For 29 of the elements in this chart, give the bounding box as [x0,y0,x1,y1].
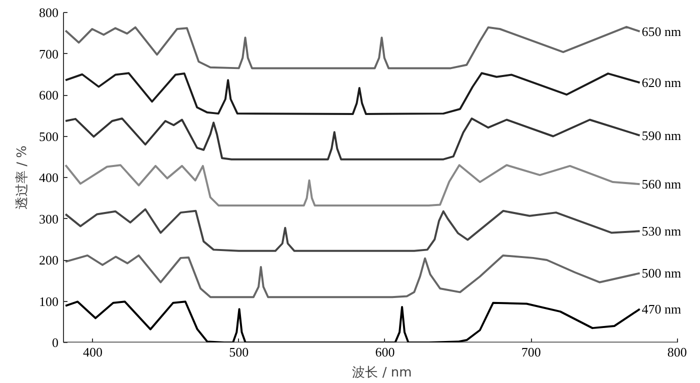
y-tick-label: 600 [39,88,58,102]
y-tick-label: 0 [52,335,58,350]
series-label: 590 nm [642,128,682,143]
line-series [64,208,641,252]
series-label: 620 nm [642,75,682,90]
x-tick-label: 400 [82,344,102,360]
y-tick-label: 200 [39,252,58,268]
series-label: 470 nm [642,302,682,317]
series-label: 500 nm [642,266,682,281]
y-tick-label: 700 [39,46,58,62]
x-axis-title: 波长 / nm [352,366,412,380]
y-tick-label: 500 [39,128,58,144]
x-tick-label: 600 [375,344,395,360]
line-series [64,164,641,207]
series-label: 530 nm [642,224,682,239]
line-series [64,72,641,115]
series-label: 650 nm [642,24,682,39]
x-tick-label: 700 [521,344,541,360]
line-series [64,26,641,70]
y-tick-label: 800 [39,5,58,20]
line-series [64,300,641,342]
y-axis-title: 透过率 / % [14,146,30,210]
y-tick-label: 400 [39,170,58,185]
series-label: 560 nm [642,176,682,192]
x-tick-label: 500 [229,344,249,360]
y-tick-label: 300 [39,211,58,226]
y-tick-label: 100 [39,294,58,309]
x-tick-label: 800 [667,344,687,360]
line-series [64,254,641,298]
